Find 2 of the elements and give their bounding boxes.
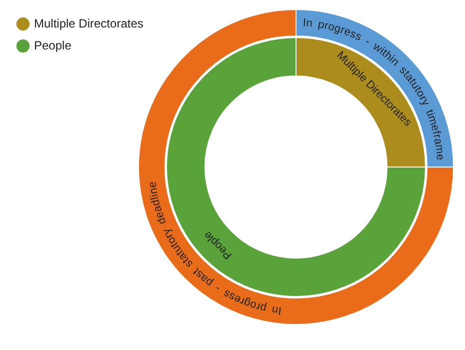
legend-label: Multiple Directorates	[34, 16, 144, 30]
legend-label: People	[34, 38, 72, 52]
